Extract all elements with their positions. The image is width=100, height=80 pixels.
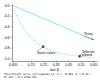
marker [46,48,48,50]
marker [64,53,66,55]
annotation: Gravel surface [37,51,56,55]
tick-mark [11,48,13,49]
axis-line [13,61,98,62]
tick-mark [11,5,13,6]
tick-label: 0.45 [65,63,72,67]
tick: 0.55 [78,61,85,67]
tick: -0.8 [3,46,12,50]
tick: 0.0 [5,4,12,8]
tick-label: 0.0 [5,4,10,8]
series-line [13,5,94,39]
tick-label: -0.6 [3,36,9,40]
marker [15,12,17,14]
marker [34,40,36,42]
annotation-line: Theory [84,32,93,36]
marker [75,55,77,57]
chart: 0.0050.150.250.350.450.550.65-1.0-0.8-0.… [0,0,100,80]
tick-label: 0.15 [28,63,35,67]
footnote: R²_min = 0.1 b=62.7%) [4,76,37,79]
marker [24,29,26,31]
tick: -0.4 [3,25,12,29]
annotation-line: planned [82,53,92,57]
tick: -1.0 [3,57,12,61]
plot: 0.0050.150.250.350.450.550.65-1.0-0.8-0.… [3,4,97,67]
tick-label: -0.4 [3,25,9,29]
tick: 0.25 [40,61,47,67]
tick-label: 0.55 [78,63,85,67]
marker [67,54,69,56]
tick-label: 0.65 [90,63,97,67]
tick: -0.2 [3,14,12,18]
marker [26,32,28,34]
annotations: Theory Deflectionplanned Gravel surface [37,32,95,57]
tick-mark [11,16,13,17]
tick: 0.65 [90,61,97,67]
marker [31,38,33,40]
tick-mark [11,58,13,59]
annotation: Theory [84,32,93,36]
tick-label: -1.0 [3,57,9,61]
marker [17,17,19,19]
tick-mark [11,26,13,27]
tick-mark [11,37,13,38]
tick: 0.45 [65,61,72,67]
marker [21,25,23,27]
y-axis: -1.0 -0.8 -0.6 -0.4 -0.2 0.0 [3,4,12,62]
marker [92,57,94,59]
marker [56,52,58,54]
marker [39,44,41,46]
marker [14,9,16,11]
marker [22,27,24,29]
axis-line [12,5,13,62]
tick: 0.005 [9,61,18,67]
tick: 0.15 [28,61,35,67]
marker [29,35,31,37]
annotation-line: Gravel surface [37,51,56,55]
tick-label: 0.25 [40,63,47,67]
tick-label: -0.8 [3,46,9,50]
tick-label: 0.005 [9,63,18,67]
marker [36,42,38,44]
annotation-arrow [84,36,93,40]
marker [16,15,18,17]
marker [20,23,22,25]
marker [60,53,62,55]
tick: -0.6 [3,36,12,40]
x-axis-title: tan β [50,67,60,72]
marker [71,55,73,57]
tick-label: -0.2 [3,14,9,18]
marker [19,20,21,22]
annotation: Deflectionplanned [82,50,95,57]
